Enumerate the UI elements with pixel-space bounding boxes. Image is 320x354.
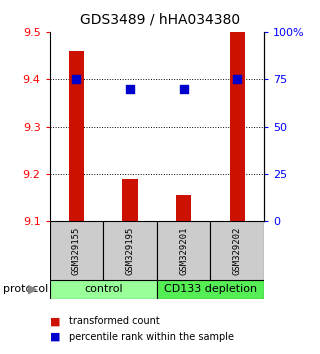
Point — [235, 76, 240, 82]
Text: CD133 depletion: CD133 depletion — [164, 284, 257, 295]
Text: GDS3489 / hHA034380: GDS3489 / hHA034380 — [80, 12, 240, 27]
Bar — [69, 51, 84, 221]
Text: transformed count: transformed count — [69, 316, 160, 326]
Bar — [103, 221, 157, 280]
Point — [181, 86, 186, 92]
Text: ■: ■ — [50, 332, 60, 342]
Text: control: control — [84, 284, 123, 295]
Text: ■: ■ — [50, 316, 60, 326]
Bar — [157, 280, 264, 299]
Point — [127, 86, 132, 92]
Text: GSM329155: GSM329155 — [72, 226, 81, 275]
Bar — [211, 221, 264, 280]
Bar — [123, 179, 138, 221]
Bar — [176, 195, 191, 221]
Bar — [50, 280, 157, 299]
Bar — [157, 221, 211, 280]
Point — [74, 76, 79, 82]
Text: GSM329195: GSM329195 — [125, 226, 134, 275]
Text: GSM329202: GSM329202 — [233, 226, 242, 275]
Text: GSM329201: GSM329201 — [179, 226, 188, 275]
Text: percentile rank within the sample: percentile rank within the sample — [69, 332, 234, 342]
Text: ▶: ▶ — [28, 283, 38, 296]
Bar — [50, 221, 103, 280]
Bar — [230, 32, 245, 221]
Text: protocol: protocol — [3, 284, 48, 295]
